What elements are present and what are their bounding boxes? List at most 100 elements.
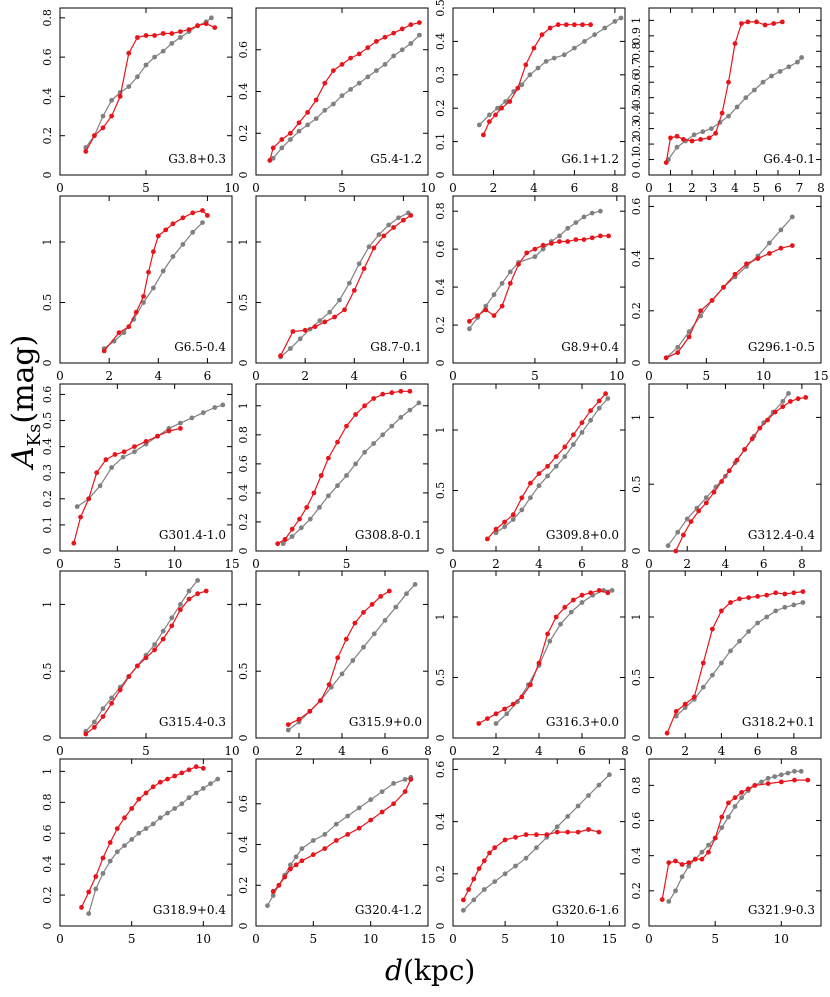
point-gray xyxy=(407,407,413,413)
y-tick-label: 0.2 xyxy=(41,490,54,508)
point-gray xyxy=(773,608,779,614)
point-red xyxy=(133,309,139,315)
point-red xyxy=(732,795,738,801)
x-tick-label: 10 xyxy=(609,369,624,383)
point-gray xyxy=(795,59,800,65)
series-line-gray xyxy=(266,776,412,906)
point-red xyxy=(745,786,751,792)
point-red xyxy=(515,85,521,91)
point-gray xyxy=(143,62,149,68)
point-red xyxy=(186,767,192,773)
point-gray xyxy=(169,41,175,46)
point-gray xyxy=(212,405,218,410)
point-red xyxy=(719,479,724,484)
x-tick-label: 4 xyxy=(350,369,358,383)
point-gray xyxy=(772,774,778,779)
point-gray xyxy=(535,65,541,71)
point-red xyxy=(391,225,396,230)
y-tick-label: 0 xyxy=(434,172,447,179)
y-tick-label: 0 xyxy=(237,360,250,367)
point-gray xyxy=(350,658,356,663)
point-gray xyxy=(215,776,221,782)
point-red xyxy=(475,313,480,318)
point-red xyxy=(92,133,97,139)
point-red xyxy=(481,858,487,864)
panel-label: G318.2+0.1 xyxy=(742,715,815,729)
point-gray xyxy=(786,64,792,70)
x-tick-label: 10 xyxy=(167,557,182,571)
x-tick-label: 8 xyxy=(790,744,798,758)
panel-label: G308.8-0.1 xyxy=(355,528,422,542)
panel-G6.5-0.4: 0 2 4 6 0 0.5 1 G6.5-0.4 xyxy=(41,195,233,383)
y-tick-label: 0 xyxy=(630,923,643,930)
point-red xyxy=(692,856,698,862)
point-gray xyxy=(169,615,175,621)
point-red xyxy=(136,796,142,802)
point-gray xyxy=(700,684,706,690)
point-red xyxy=(703,500,709,506)
point-red xyxy=(673,858,678,864)
x-tick-label: 10 xyxy=(756,369,771,383)
panel-G320.6-1.6: 0 5 10 15 0 0.2 0.4 0.6 G320.6-1.6 xyxy=(434,758,626,946)
y-tick-label: 0.6 xyxy=(630,198,643,216)
panel-frame xyxy=(59,758,233,927)
point-red xyxy=(345,832,351,837)
point-gray xyxy=(481,887,487,892)
point-red xyxy=(117,94,123,99)
x-tick-label: 2 xyxy=(681,744,689,758)
point-red xyxy=(299,858,305,864)
point-red xyxy=(572,22,577,28)
point-red xyxy=(673,548,679,554)
point-red xyxy=(150,784,156,790)
y-tick-label: 1 xyxy=(630,613,643,620)
point-gray xyxy=(572,45,577,51)
point-red xyxy=(598,233,603,239)
y-tick-label: 0.6 xyxy=(434,240,447,257)
point-gray xyxy=(492,879,498,884)
point-gray xyxy=(764,614,770,620)
point-red xyxy=(310,852,316,858)
point-red xyxy=(746,595,751,600)
point-gray xyxy=(515,699,520,705)
panel-G8.9+0.4: 0 5 10 0 0.2 0.4 0.6 0.8 G8.9+0.4 xyxy=(434,195,626,383)
point-red xyxy=(698,137,703,142)
point-red xyxy=(471,876,477,882)
point-red xyxy=(739,790,744,795)
x-tick-label: 10 xyxy=(196,932,211,946)
point-red xyxy=(285,722,291,727)
point-gray xyxy=(208,781,213,787)
y-axis-symbol: A xyxy=(6,446,41,468)
point-gray xyxy=(299,846,305,851)
x-axis-symbol: d xyxy=(385,954,403,987)
point-gray xyxy=(734,104,740,110)
y-tick-label: 0.2 xyxy=(434,865,447,883)
x-tick-label: 6 xyxy=(381,744,389,758)
series-line-gray xyxy=(272,34,420,159)
x-tick-label: 6 xyxy=(754,744,762,758)
point-gray xyxy=(157,815,163,821)
point-red xyxy=(143,439,149,444)
point-red xyxy=(322,80,328,86)
point-red xyxy=(186,596,192,602)
point-gray xyxy=(582,39,587,44)
point-red xyxy=(596,588,602,593)
point-gray xyxy=(160,268,166,274)
x-tick-label: 4 xyxy=(718,744,726,758)
y-tick-label: 0 xyxy=(630,360,643,367)
x-tick-label: 5 xyxy=(128,932,136,946)
point-red xyxy=(739,21,744,26)
y-tick-label: 0.2 xyxy=(41,127,54,145)
point-red xyxy=(79,905,84,910)
point-gray xyxy=(607,772,612,778)
point-gray xyxy=(297,336,303,342)
point-red xyxy=(606,233,611,239)
point-gray xyxy=(799,55,804,60)
point-gray xyxy=(92,719,97,725)
point-red xyxy=(588,408,593,413)
panel-frame xyxy=(255,758,429,927)
point-gray xyxy=(792,768,797,774)
point-red xyxy=(674,133,680,139)
point-red xyxy=(710,626,715,632)
point-red xyxy=(681,532,686,538)
point-red xyxy=(664,730,670,736)
